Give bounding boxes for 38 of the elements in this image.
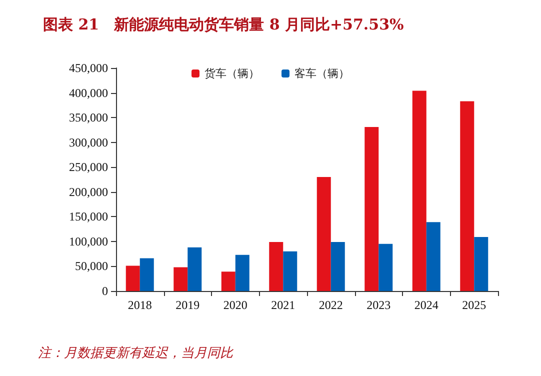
bar: [412, 90, 426, 291]
y-tick-label: 350,000: [69, 110, 108, 125]
bar: [221, 272, 236, 291]
y-tick-label: 150,000: [69, 210, 108, 224]
x-tick-label: 2022: [318, 298, 343, 312]
y-tick-label: 100,000: [69, 234, 108, 248]
bar: [378, 244, 393, 291]
x-tick-label: 2020: [223, 298, 248, 312]
bar: [364, 126, 379, 291]
bar: [316, 177, 331, 291]
bar: [174, 267, 188, 291]
legend-label: 货车（辆）: [204, 67, 260, 80]
x-tick-label: 2019: [176, 298, 200, 312]
text: 注：月数据更新有延迟，当月同比: [38, 346, 234, 361]
bar: [140, 258, 154, 291]
bar: [269, 242, 284, 291]
bar: [283, 251, 298, 291]
bar: [330, 242, 345, 291]
chart-title: 图表 21 新能源纯电动货车销量 8 月同比+57.53%: [43, 16, 404, 34]
bar: [235, 254, 250, 291]
legend-label: 客车（辆）: [294, 67, 350, 80]
y-tick-label: 200,000: [69, 184, 108, 199]
bar: [188, 247, 202, 291]
y-tick-label: 0: [102, 284, 108, 298]
y-tick-label: 300,000: [69, 135, 108, 150]
bar: [126, 266, 140, 291]
x-tick-label: 2023: [366, 298, 391, 312]
y-tick-label: 450,000: [69, 61, 108, 75]
bar: [474, 236, 488, 291]
x-tick-label: 2018: [128, 298, 152, 312]
bar: [426, 222, 440, 291]
x-tick-label: 2021: [271, 298, 296, 312]
x-tick-label: 2025: [462, 298, 486, 312]
y-tick-label: 50,000: [75, 259, 108, 274]
y-tick-label: 250,000: [69, 160, 108, 174]
bar: [460, 101, 474, 291]
y-tick-label: 400,000: [69, 86, 108, 100]
x-tick-label: 2024: [414, 298, 438, 312]
